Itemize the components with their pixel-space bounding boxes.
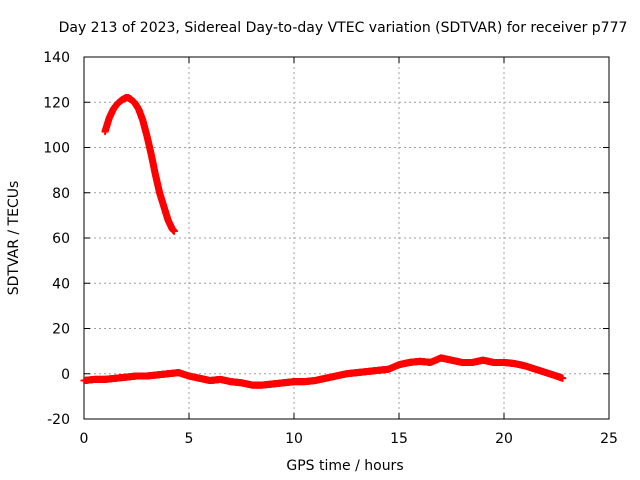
data-point-marker bbox=[559, 374, 567, 382]
x-tick-label: 5 bbox=[185, 431, 194, 447]
axis-ticks bbox=[83, 56, 610, 420]
series-arc-1 bbox=[101, 94, 178, 235]
y-tick-label: 60 bbox=[52, 231, 70, 247]
series-arc-2 bbox=[80, 354, 567, 389]
y-tick-label: 0 bbox=[61, 367, 70, 383]
data-point-marker bbox=[170, 227, 178, 235]
y-tick-label: 40 bbox=[52, 276, 70, 292]
y-tick-label: 140 bbox=[43, 50, 70, 66]
y-tick-label: 20 bbox=[52, 322, 70, 338]
y-tick-label: 80 bbox=[52, 186, 70, 202]
y-tick-label: 100 bbox=[43, 141, 70, 157]
x-tick-label: 0 bbox=[80, 431, 89, 447]
data-points bbox=[80, 94, 567, 389]
x-tick-label: 20 bbox=[495, 431, 513, 447]
x-tick-label: 25 bbox=[600, 431, 618, 447]
y-axis-label: SDTVAR / TECUs bbox=[6, 181, 22, 296]
x-tick-labels: 0 5 10 15 20 25 bbox=[80, 431, 618, 447]
y-tick-labels: -20 0 20 40 60 80 100 120 140 bbox=[43, 50, 70, 428]
y-tick-label: 120 bbox=[43, 95, 70, 111]
x-axis-label: GPS time / hours bbox=[286, 458, 403, 474]
y-tick-label: -20 bbox=[47, 412, 70, 428]
chart-title: Day 213 of 2023, Sidereal Day-to-day VTE… bbox=[59, 20, 628, 36]
x-tick-label: 15 bbox=[390, 431, 408, 447]
x-tick-label: 10 bbox=[285, 431, 303, 447]
grid bbox=[84, 57, 609, 419]
